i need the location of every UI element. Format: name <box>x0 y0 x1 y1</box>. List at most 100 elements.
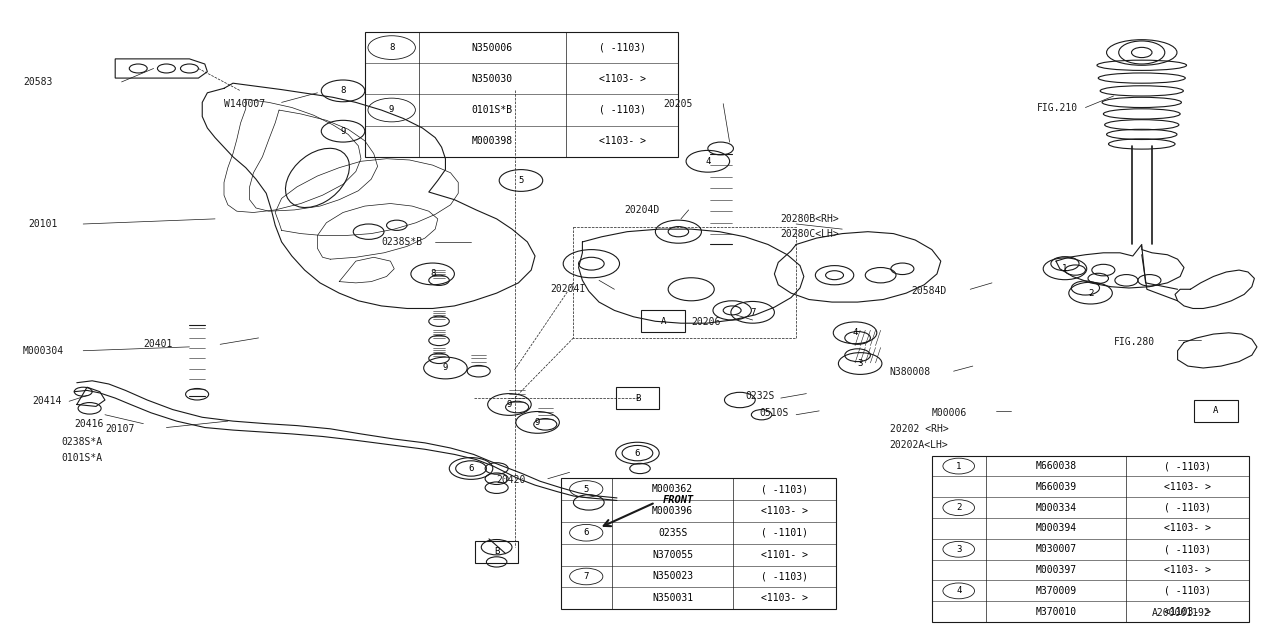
Text: <1103- >: <1103- > <box>762 593 808 604</box>
Text: <1103- >: <1103- > <box>599 136 645 146</box>
Text: ( -1103): ( -1103) <box>762 484 808 494</box>
Text: M00006: M00006 <box>932 408 968 418</box>
Text: ( -1103): ( -1103) <box>599 43 645 52</box>
Text: 4: 4 <box>705 157 710 166</box>
Text: 20206: 20206 <box>691 317 721 327</box>
Text: 20205: 20205 <box>663 99 692 109</box>
Bar <box>641 310 685 332</box>
Text: 20414: 20414 <box>32 396 61 406</box>
Bar <box>365 32 678 157</box>
Text: <1103- >: <1103- > <box>599 74 645 84</box>
Text: N350023: N350023 <box>652 572 694 582</box>
Text: <1103- >: <1103- > <box>1165 565 1211 575</box>
Bar <box>561 478 836 609</box>
Text: M000334: M000334 <box>1036 502 1076 513</box>
Text: 9: 9 <box>340 127 346 136</box>
Text: 20101: 20101 <box>28 219 58 229</box>
Text: 6: 6 <box>468 464 474 473</box>
Text: 20107: 20107 <box>105 424 134 434</box>
Text: 20202 <RH>: 20202 <RH> <box>890 424 948 434</box>
Text: 20204I: 20204I <box>550 284 586 294</box>
Text: M000397: M000397 <box>1036 565 1076 575</box>
Text: N350006: N350006 <box>471 43 513 52</box>
Text: 7: 7 <box>584 572 589 581</box>
Text: M660039: M660039 <box>1036 482 1076 492</box>
Text: 9: 9 <box>535 418 540 427</box>
Text: 4: 4 <box>852 328 858 337</box>
Text: N350031: N350031 <box>652 593 694 604</box>
Text: 0101S*A: 0101S*A <box>61 452 102 463</box>
Text: 2: 2 <box>1088 289 1093 298</box>
Text: ( -1103): ( -1103) <box>1165 461 1211 471</box>
Text: 8: 8 <box>430 269 435 278</box>
Text: FIG.280: FIG.280 <box>1114 337 1155 348</box>
Text: 0232S: 0232S <box>745 390 774 401</box>
Text: N370055: N370055 <box>652 550 694 559</box>
Text: ( -1103): ( -1103) <box>1165 586 1211 596</box>
Text: 20280C<LH>: 20280C<LH> <box>781 228 840 239</box>
Text: W140007: W140007 <box>224 99 265 109</box>
Text: 7: 7 <box>750 308 755 317</box>
Text: 20584D: 20584D <box>911 286 947 296</box>
Text: M000398: M000398 <box>471 136 513 146</box>
Text: 0238S*B: 0238S*B <box>381 237 422 247</box>
Text: M370009: M370009 <box>1036 586 1076 596</box>
Text: 20583: 20583 <box>23 77 52 87</box>
Text: 0510S: 0510S <box>759 408 788 418</box>
Text: 20280B<RH>: 20280B<RH> <box>781 214 840 224</box>
Text: 3: 3 <box>956 545 961 554</box>
Text: M030007: M030007 <box>1036 544 1076 554</box>
Text: ( -1103): ( -1103) <box>1165 544 1211 554</box>
Text: ( -1103): ( -1103) <box>1165 502 1211 513</box>
Text: 9: 9 <box>389 106 394 115</box>
Text: M000362: M000362 <box>652 484 694 494</box>
Text: 2: 2 <box>956 503 961 512</box>
Text: <1101- >: <1101- > <box>762 550 808 559</box>
Text: 0238S*A: 0238S*A <box>61 436 102 447</box>
Text: 1: 1 <box>956 461 961 470</box>
Text: M370010: M370010 <box>1036 607 1076 617</box>
Text: 20202A<LH>: 20202A<LH> <box>890 440 948 450</box>
Text: M000304: M000304 <box>23 346 64 356</box>
Text: 20420: 20420 <box>497 475 526 485</box>
Text: 5: 5 <box>518 176 524 185</box>
Bar <box>932 456 1249 622</box>
Text: 20401: 20401 <box>143 339 173 349</box>
Bar <box>475 541 518 563</box>
Text: <1103- >: <1103- > <box>1165 482 1211 492</box>
Text: M660038: M660038 <box>1036 461 1076 471</box>
Text: N350030: N350030 <box>471 74 513 84</box>
Text: A: A <box>1213 406 1219 415</box>
Text: 9: 9 <box>507 400 512 409</box>
Text: 6: 6 <box>635 449 640 458</box>
Text: 0235S: 0235S <box>658 528 687 538</box>
Bar <box>1194 400 1238 422</box>
Text: 20204D: 20204D <box>625 205 660 215</box>
Text: B: B <box>494 547 499 556</box>
Text: ( -1103): ( -1103) <box>762 572 808 582</box>
Text: FIG.210: FIG.210 <box>1037 102 1078 113</box>
Text: <1103- >: <1103- > <box>1165 607 1211 617</box>
Text: 6: 6 <box>584 528 589 537</box>
Text: FRONT: FRONT <box>663 495 694 506</box>
Text: 8: 8 <box>340 86 346 95</box>
Text: 4: 4 <box>956 586 961 595</box>
Text: B: B <box>635 394 640 403</box>
Text: ( -1101): ( -1101) <box>762 528 808 538</box>
Text: 9: 9 <box>443 364 448 372</box>
Text: A: A <box>660 317 666 326</box>
Text: M000394: M000394 <box>1036 524 1076 534</box>
Text: <1103- >: <1103- > <box>1165 524 1211 534</box>
Text: 20416: 20416 <box>74 419 104 429</box>
Bar <box>616 387 659 409</box>
Text: 1: 1 <box>1062 264 1068 273</box>
Text: <1103- >: <1103- > <box>762 506 808 516</box>
Text: A200001192: A200001192 <box>1152 608 1211 618</box>
Text: ( -1103): ( -1103) <box>599 105 645 115</box>
Text: 3: 3 <box>858 359 863 368</box>
Text: 5: 5 <box>584 484 589 493</box>
Text: 0101S*B: 0101S*B <box>471 105 513 115</box>
Text: M000396: M000396 <box>652 506 694 516</box>
Text: N380008: N380008 <box>890 367 931 378</box>
Text: 8: 8 <box>389 43 394 52</box>
